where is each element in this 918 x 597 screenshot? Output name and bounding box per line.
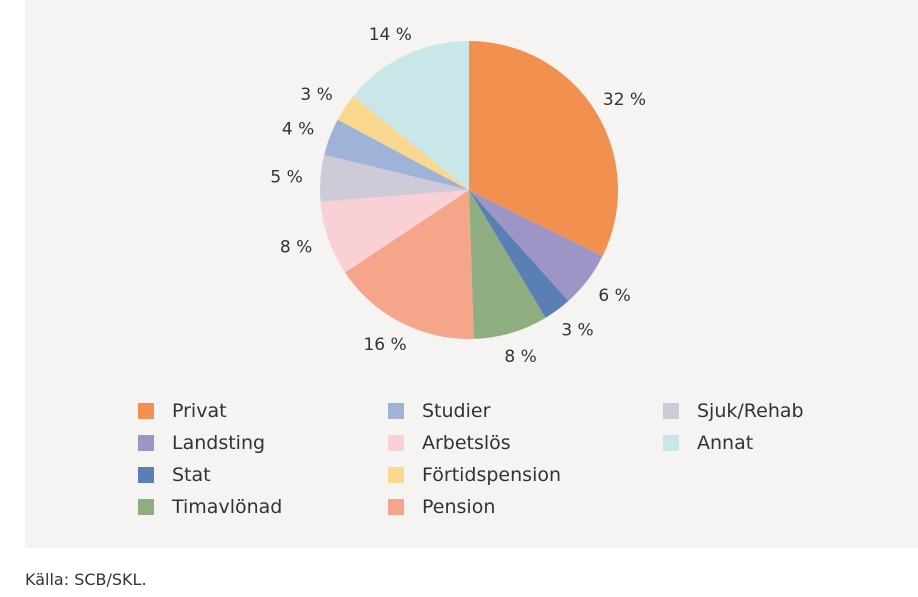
legend-swatch — [138, 499, 154, 515]
legend-swatch — [388, 499, 404, 515]
legend-item: Arbetslös — [388, 432, 511, 454]
slice-label: 16 % — [363, 335, 406, 355]
legend-label: Studier — [422, 400, 491, 422]
slice-label: 8 % — [280, 238, 312, 258]
legend-swatch — [388, 403, 404, 419]
pie-slice — [320, 154, 469, 202]
slice-label: 3 % — [300, 85, 332, 105]
legend-item: Pension — [388, 496, 495, 518]
slice-label: 8 % — [504, 347, 536, 367]
legend-label: Pension — [422, 496, 496, 518]
pie-slice — [469, 190, 546, 339]
slice-label: 3 % — [561, 320, 593, 340]
legend-item: Studier — [388, 400, 490, 422]
legend-swatch — [138, 467, 154, 483]
legend-item: Förtidspension — [388, 464, 561, 486]
legend-label: Stat — [172, 464, 211, 486]
legend-label: Privat — [172, 400, 227, 422]
legend-item: Timavlönad — [138, 496, 282, 518]
slice-label: 4 % — [282, 119, 314, 139]
legend-label: Förtidspension — [422, 464, 562, 486]
pie-slice — [353, 41, 469, 190]
legend-item: Landsting — [138, 432, 265, 454]
legend-swatch — [663, 435, 679, 451]
legend-label: Landsting — [172, 432, 266, 454]
legend-item: Stat — [138, 464, 211, 486]
legend-item: Annat — [663, 432, 753, 454]
legend-swatch — [138, 435, 154, 451]
pie-slice — [469, 190, 569, 318]
pie-slice — [324, 119, 469, 190]
slice-label: 6 % — [598, 286, 630, 306]
legend-swatch — [388, 435, 404, 451]
slice-label: 32 % — [603, 90, 646, 110]
pie-slice — [344, 190, 474, 339]
pie-slice — [469, 190, 603, 302]
pie-slice — [469, 41, 618, 257]
slice-label: 5 % — [270, 167, 302, 187]
legend-label: Timavlönad — [172, 496, 283, 518]
source-note: Källa: SCB/SKL. — [25, 570, 147, 589]
legend-item: Sjuk/Rehab — [663, 400, 804, 422]
pie-slice — [320, 190, 469, 273]
legend-swatch — [663, 403, 679, 419]
pie-slice — [337, 96, 469, 190]
legend-item: Privat — [138, 400, 227, 422]
pie-chart: 32 %6 %3 %8 %16 %8 %5 %4 %3 %14 % — [270, 25, 646, 367]
legend-swatch — [138, 403, 154, 419]
legend-label: Annat — [697, 432, 754, 454]
legend-label: Sjuk/Rehab — [697, 400, 804, 422]
legend-swatch — [388, 467, 404, 483]
slice-label: 14 % — [369, 25, 412, 45]
legend-label: Arbetslös — [422, 432, 511, 454]
